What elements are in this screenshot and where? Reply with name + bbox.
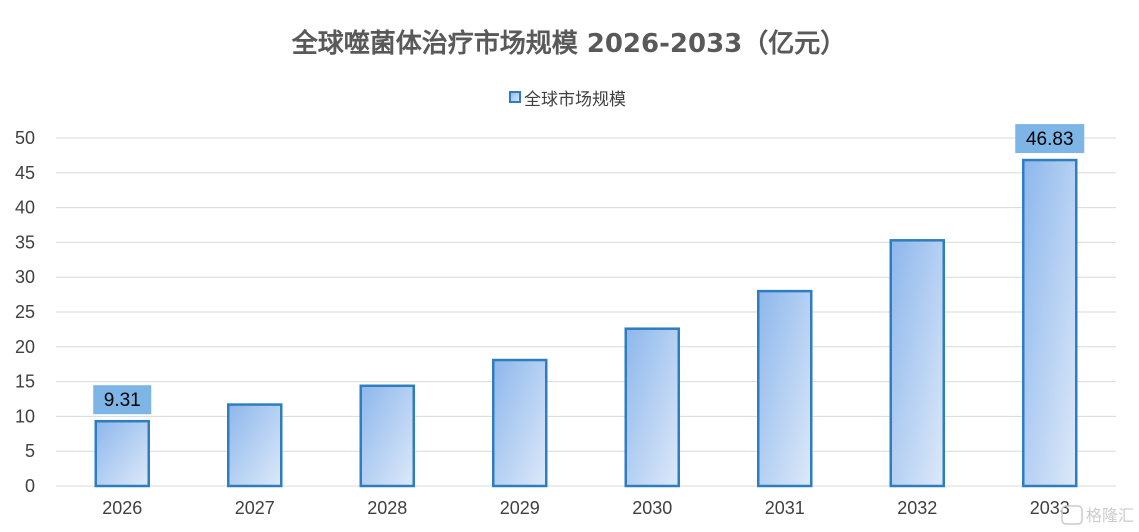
bar — [1022, 158, 1078, 488]
legend-swatch — [509, 91, 521, 103]
bar — [227, 403, 283, 488]
x-tick-label: 2027 — [235, 498, 275, 518]
data-label-box — [1015, 124, 1085, 154]
chart-title: 全球噬菌体治疗市场规模 2026-2033（亿元） — [291, 28, 847, 59]
watermark-logo-icon — [1061, 505, 1083, 525]
y-tick-label: 30 — [15, 267, 35, 287]
bar — [757, 289, 813, 488]
watermark: 格隆汇 — [1061, 505, 1134, 525]
x-tick-label: 2030 — [632, 498, 672, 518]
x-tick-label: 2032 — [897, 498, 937, 518]
bar — [94, 419, 150, 488]
y-tick-label: 0 — [25, 476, 35, 496]
y-axis: 0 5 10 15 20 25 30 35 40 45 50 — [15, 128, 35, 496]
x-tick-label: 2026 — [102, 498, 142, 518]
y-tick-label: 35 — [15, 232, 35, 252]
bar — [359, 384, 415, 488]
x-tick-label: 2033 — [1030, 498, 1070, 518]
watermark-text: 格隆汇 — [1086, 506, 1134, 525]
bar — [492, 358, 548, 488]
data-labels: 9.31 46.83 — [93, 124, 1085, 415]
y-tick-label: 50 — [15, 128, 35, 148]
gridlines — [56, 137, 1116, 487]
bar — [889, 239, 945, 488]
bar — [624, 327, 680, 488]
y-tick-label: 5 — [25, 441, 35, 461]
legend: 全球市场规模 — [509, 90, 626, 110]
data-label: 9.31 — [104, 390, 141, 411]
x-axis: 2026 2027 2028 2029 2030 2031 2032 2033 — [102, 498, 1070, 518]
y-tick-label: 45 — [15, 163, 35, 183]
data-label: 46.83 — [1026, 129, 1074, 150]
x-tick-label: 2029 — [500, 498, 540, 518]
y-tick-label: 25 — [15, 302, 35, 322]
y-tick-label: 40 — [15, 198, 35, 218]
y-tick-label: 20 — [15, 337, 35, 357]
legend-label: 全球市场规模 — [524, 90, 626, 110]
y-tick-label: 10 — [15, 406, 35, 426]
bars — [94, 158, 1078, 488]
x-tick-label: 2031 — [765, 498, 805, 518]
x-tick-label: 2028 — [367, 498, 407, 518]
y-tick-label: 15 — [15, 372, 35, 392]
data-label-box — [93, 385, 152, 415]
